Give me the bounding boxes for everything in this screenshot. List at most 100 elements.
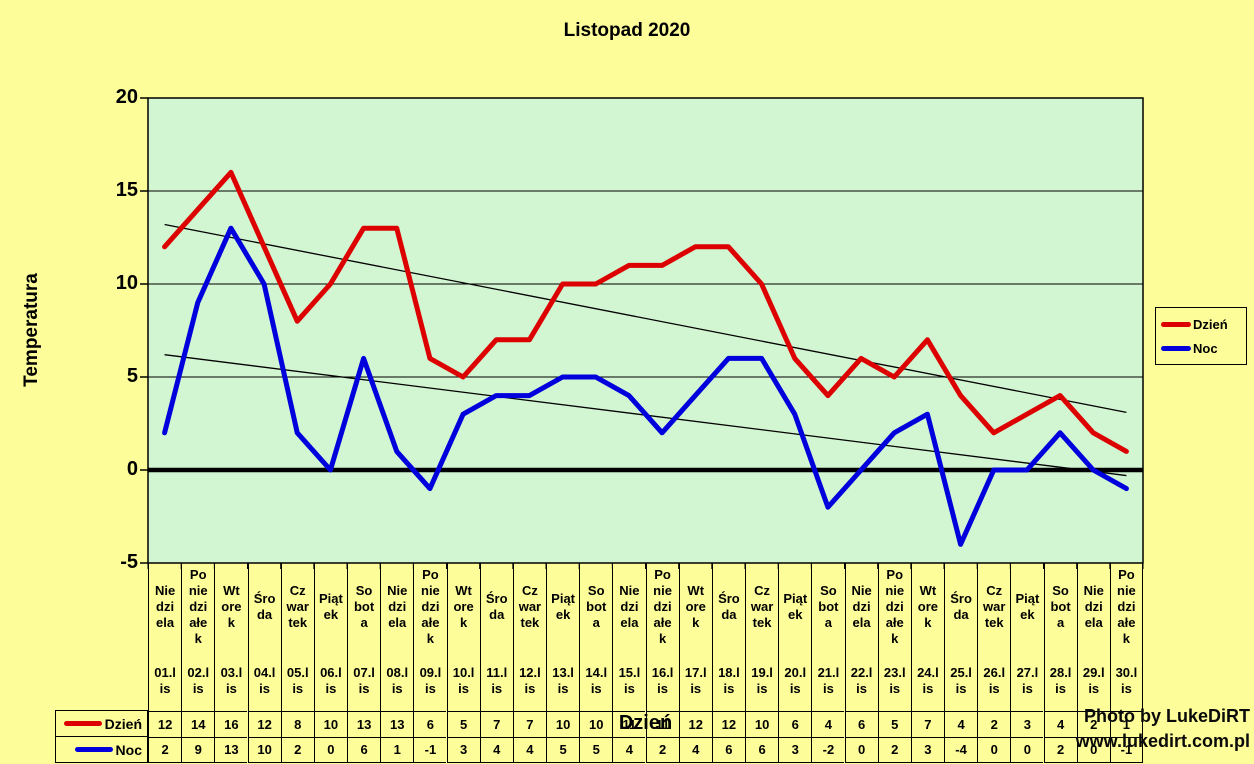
dzien-value-cell: 11: [613, 711, 646, 737]
day-name-cell: Piątek: [783, 591, 808, 622]
noc-value-cell: 5: [580, 737, 613, 763]
day-name-cell: Niedziela: [1083, 583, 1104, 630]
dzien-value-cell: 12: [712, 711, 745, 737]
noc-value-cell: 6: [746, 737, 779, 763]
table-column: Poniedziałek 09.lis 6 -1: [413, 563, 447, 763]
table-column: Wtorek 17.lis 12 4: [678, 563, 712, 763]
table-column: Środa 11.lis 7 4: [479, 563, 513, 763]
dzien-value-cell: 1: [1110, 711, 1142, 737]
table-column: Środa 04.lis 12 10: [247, 563, 281, 763]
noc-value-cell: 2: [878, 737, 911, 763]
dzien-value-cell: 2: [1077, 711, 1110, 737]
date-cell: 10.lis: [452, 665, 475, 696]
dzien-value-cell: 4: [812, 711, 845, 737]
noc-line: [162, 225, 1129, 547]
table-column: Poniedziałek 30.lis 1 -1: [1109, 563, 1143, 763]
noc-value-cell: 0: [845, 737, 878, 763]
day-name-cell: Czwartek: [983, 583, 1006, 630]
noc-value-cell: 3: [779, 737, 812, 763]
date-cell: 06.lis: [320, 665, 342, 696]
legend-item-dzien: Dzień: [1161, 317, 1244, 332]
table-column: Sobota 07.lis 13 6: [347, 563, 381, 763]
noc-value-cell: 10: [248, 737, 281, 763]
table-column: Piątek 13.lis 10 5: [546, 563, 580, 763]
date-cell: 08.lis: [386, 665, 409, 696]
dzien-value-cell: 10: [580, 711, 613, 737]
dzien-value-cell: 11: [646, 711, 679, 737]
noc-value-cell: 2: [1044, 737, 1077, 763]
dzien-trendline: [164, 223, 1127, 413]
noc-value-cell: 5: [547, 737, 580, 763]
noc-value-cell: 9: [182, 737, 215, 763]
day-name-cell: Czwartek: [750, 583, 774, 630]
date-cell: 12.lis: [519, 665, 541, 696]
dzien-value-cell: 13: [348, 711, 381, 737]
date-cell: 28.lis: [1049, 665, 1072, 696]
noc-value-cell: 6: [348, 737, 381, 763]
table-column: Niedziela 08.lis 13 1: [380, 563, 414, 763]
date-cell: 07.lis: [353, 665, 375, 696]
table-column: Wtorek 03.lis 16 13: [214, 563, 248, 763]
dzien-value-cell: 6: [414, 711, 447, 737]
day-name-cell: Wtorek: [221, 583, 242, 630]
dzien-value-cell: 14: [182, 711, 215, 737]
watermark-line2: www.lukedirt.com.pl: [1075, 731, 1250, 751]
date-cell: 13.lis: [552, 665, 574, 696]
table-column: Poniedziałek 02.lis 14 9: [181, 563, 215, 763]
day-name-cell: Piątek: [551, 591, 575, 622]
date-cell: 24.lis: [917, 665, 939, 696]
date-cell: 29.lis: [1082, 665, 1105, 696]
table-row-header-dzien: Dzień: [55, 710, 148, 737]
dzien-value-cell: 12: [248, 711, 281, 737]
day-name-cell: Niedziela: [154, 583, 176, 630]
table-column: Sobota 21.lis 4 -2: [811, 563, 845, 763]
date-cell: 19.lis: [751, 665, 773, 696]
date-cell: 27.lis: [1016, 665, 1039, 696]
date-cell: 23.lis: [883, 665, 906, 696]
table-column: Czwartek 05.lis 8 2: [280, 563, 314, 763]
dzien-value-cell: 5: [447, 711, 480, 737]
legend: Dzień Noc: [1155, 307, 1247, 365]
dzien-line: [162, 169, 1129, 454]
day-name-cell: Piątek: [1015, 591, 1040, 622]
noc-line-swatch: [74, 747, 113, 752]
day-name-cell: Wtorek: [453, 583, 474, 630]
day-name-cell: Piątek: [318, 591, 343, 622]
date-cell: 18.lis: [718, 665, 740, 696]
date-cell: 11.lis: [486, 665, 508, 696]
day-name-cell: Niedziela: [851, 583, 872, 630]
dzien-value-cell: 5: [878, 711, 911, 737]
day-name-cell: Sobota: [353, 583, 375, 630]
noc-value-cell: 4: [513, 737, 546, 763]
day-name-cell: Poniedziałek: [885, 567, 905, 646]
noc-value-cell: 4: [679, 737, 712, 763]
day-name-cell: Sobota: [818, 583, 839, 630]
table-column: Niedziela 01.lis 12 2: [148, 563, 182, 763]
date-cell: 09.lis: [419, 665, 442, 696]
noc-value-cell: 0: [314, 737, 347, 763]
noc-value-cell: 0: [1077, 737, 1110, 763]
day-name-cell: Sobota: [1050, 583, 1071, 630]
date-cell: 02.lis: [187, 665, 210, 696]
table-column: Niedziela 29.lis 2 0: [1076, 563, 1110, 763]
dzien-value-cell: 8: [281, 711, 314, 737]
plot-area: [140, 97, 1144, 569]
table-column: Czwartek 19.lis 10 6: [745, 563, 779, 763]
date-cell: 26.lis: [983, 665, 1006, 696]
y-tick-label: -5: [120, 551, 138, 573]
legend-label: Dzień: [1193, 316, 1228, 332]
table-column: Środa 25.lis 4 -4: [944, 563, 978, 763]
row-header-label: Noc: [115, 741, 142, 758]
noc-value-cell: 4: [480, 737, 513, 763]
table-column: Sobota 14.lis 10 5: [579, 563, 613, 763]
date-cell: 21.lis: [817, 665, 840, 696]
dzien-value-cell: 10: [746, 711, 779, 737]
y-tick-label: 0: [126, 458, 138, 480]
row-header-label: Dzień: [104, 715, 142, 732]
date-cell: 25.lis: [950, 665, 972, 696]
noc-value-cell: 2: [646, 737, 679, 763]
date-cell: 15.lis: [618, 665, 641, 696]
dzien-value-cell: 7: [513, 711, 546, 737]
day-name-cell: Środa: [950, 591, 972, 622]
